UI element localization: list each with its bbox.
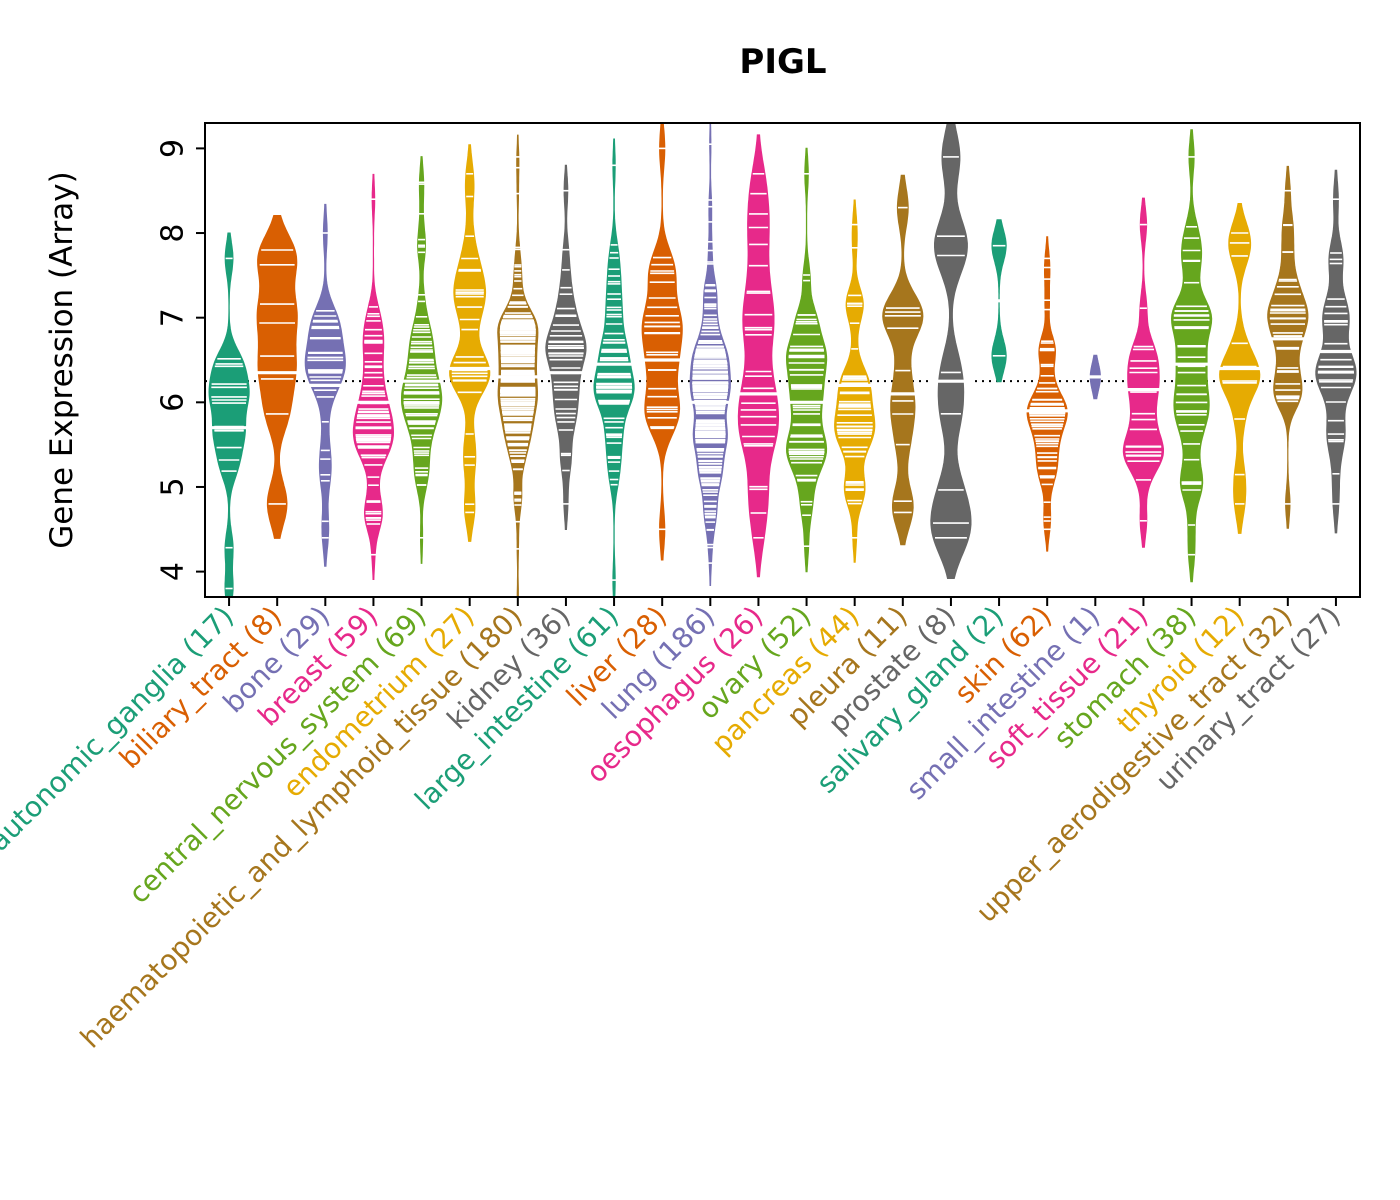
- violin-ovary: [784, 147, 829, 573]
- violin-shape-large_intestine: [593, 138, 635, 598]
- violin-prostate: [928, 122, 973, 579]
- violin-shape-ovary: [785, 147, 828, 573]
- violin-thyroid: [1217, 203, 1262, 534]
- violin-shape-stomach: [1170, 129, 1213, 583]
- violin-oesophagus: [736, 134, 781, 578]
- violin-haematopoietic_and_lymphoid_tissue: [495, 134, 540, 598]
- violin-shape-prostate: [930, 122, 972, 579]
- violin-shape-liver: [641, 122, 683, 561]
- violin-small_intestine: [1088, 354, 1103, 400]
- violin-liver: [640, 122, 685, 561]
- y-tick-label: 9: [156, 139, 191, 158]
- violin-urinary_tract: [1313, 169, 1358, 534]
- violin-pancreas: [832, 199, 877, 563]
- violin-endometrium: [447, 144, 492, 542]
- plot-border: [204, 122, 1361, 598]
- violin-salivary_gland: [990, 219, 1009, 383]
- violin-stomach: [1169, 129, 1214, 583]
- violin-skin: [1025, 236, 1070, 552]
- violin-shape-autonomic_ganglia: [208, 232, 250, 598]
- violin-large_intestine: [592, 138, 637, 598]
- violin-upper_aerodigestive_tract: [1265, 165, 1310, 529]
- violin-shape-skin: [1026, 236, 1068, 552]
- y-tick-label: 6: [156, 393, 191, 412]
- violin-autonomic_ganglia: [207, 232, 252, 598]
- chart-title: PIGL: [739, 42, 827, 82]
- violin-shape-endometrium: [449, 144, 491, 542]
- violin-pleura: [880, 174, 925, 546]
- violin-biliary_tract: [255, 215, 300, 539]
- violin-soft_tissue: [1121, 197, 1166, 548]
- violin-breast: [351, 173, 396, 580]
- violin-shape-pancreas: [834, 199, 876, 563]
- violin-shape-oesophagus: [737, 134, 779, 578]
- violin-shape-pleura: [882, 174, 924, 546]
- violin-lung: [688, 122, 733, 586]
- y-tick-label: 8: [156, 223, 191, 242]
- y-tick-label: 7: [156, 308, 191, 327]
- violin-kidney: [543, 164, 588, 530]
- violin-central_nervous_system: [399, 156, 444, 564]
- y-tick-label: 4: [156, 562, 191, 581]
- violin-shape-biliary_tract: [256, 215, 298, 539]
- y-tick-label: 5: [156, 477, 191, 496]
- violin-bone: [303, 203, 348, 567]
